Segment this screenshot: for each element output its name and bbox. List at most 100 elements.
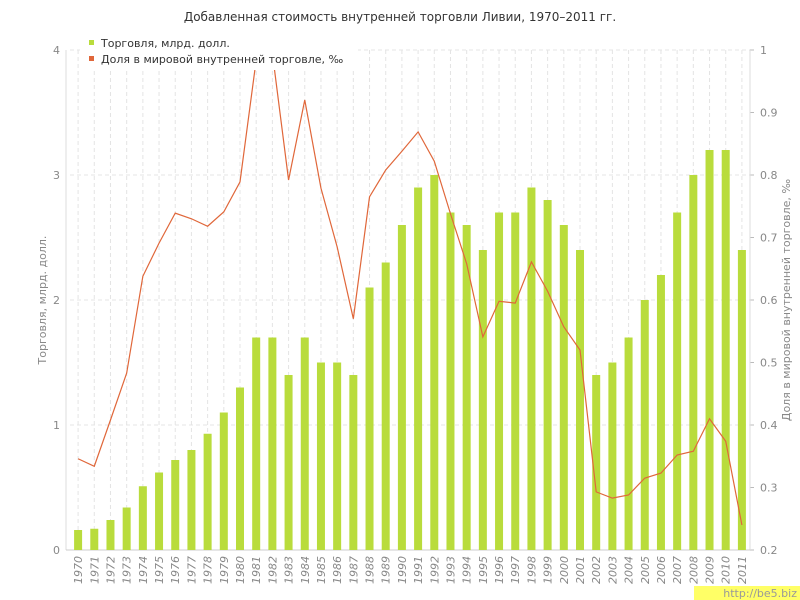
x-tick-label: 2008: [687, 556, 700, 584]
bar: [171, 460, 180, 550]
x-tick-label: 1996: [493, 556, 506, 584]
x-tick-label: 1980: [234, 556, 247, 584]
bar: [478, 250, 487, 550]
x-tick-label: 1987: [347, 556, 360, 584]
bar: [689, 175, 698, 550]
bar: [268, 337, 277, 550]
bar: [252, 337, 261, 550]
x-tick-label: 2000: [558, 556, 571, 584]
y2-tick-label: 0.9: [760, 107, 778, 120]
bar: [624, 337, 633, 550]
bar: [737, 250, 746, 550]
x-tick-label: 1985: [315, 556, 328, 584]
legend-bg: [80, 32, 358, 70]
legend-swatch: [89, 56, 94, 61]
bar: [106, 520, 115, 550]
y2-tick-label: 0.6: [760, 294, 778, 307]
y2-tick-label: 0.7: [760, 232, 778, 245]
x-tick-label: 1972: [104, 556, 117, 584]
y2-tick-label: 0.4: [760, 419, 778, 432]
x-tick-label: 2004: [623, 556, 636, 584]
y2-axis-label: Доля в мировой внутренней торговле, ‰: [780, 179, 793, 422]
y-tick-label: 1: [53, 419, 60, 432]
bar: [365, 287, 374, 550]
x-tick-label: 1998: [525, 556, 538, 584]
bar: [430, 175, 439, 550]
y2-tick-label: 1: [760, 44, 767, 57]
bar: [446, 212, 455, 550]
x-tick-label: 1999: [542, 556, 555, 584]
bar: [673, 212, 682, 550]
y2-tick-label: 0.5: [760, 357, 778, 370]
x-tick-label: 2003: [606, 556, 619, 584]
bar: [592, 375, 601, 550]
x-tick-label: 1982: [266, 556, 279, 584]
x-tick-label: 1981: [250, 556, 263, 584]
bar: [381, 262, 390, 550]
bar: [721, 150, 730, 550]
bar: [316, 362, 325, 550]
y-tick-label: 0: [53, 544, 60, 557]
x-tick-label: 1974: [137, 556, 150, 584]
x-tick-label: 2001: [574, 556, 587, 584]
x-tick-label: 2011: [736, 556, 749, 584]
bar: [155, 472, 164, 550]
x-tick-label: 2006: [655, 556, 668, 584]
x-tick-label: 1976: [169, 556, 182, 584]
x-tick-label: 1979: [218, 556, 231, 584]
bar: [284, 375, 293, 550]
bar: [511, 212, 520, 550]
watermark-bg: [694, 586, 800, 600]
bar: [236, 387, 244, 550]
bar: [705, 150, 714, 550]
y2-tick-label: 0.8: [760, 169, 778, 182]
line: [77, 52, 743, 526]
legend-swatch: [89, 40, 94, 45]
bar: [608, 362, 617, 550]
x-tick-label: 1989: [380, 556, 393, 584]
bar: [495, 212, 504, 550]
bar: [397, 225, 406, 550]
x-tick-label: 1986: [331, 556, 344, 584]
x-tick-label: 1984: [299, 556, 312, 584]
x-tick-label: 1973: [121, 556, 134, 584]
x-tick-label: 1991: [412, 556, 425, 584]
bar: [90, 528, 99, 550]
bar: [300, 337, 309, 550]
x-tick-label: 2002: [590, 556, 603, 584]
x-tick-label: 2007: [671, 556, 684, 584]
y-tick-label: 4: [53, 44, 60, 57]
legend-label: Доля в мировой внутренней торговле, ‰: [101, 53, 344, 66]
bar: [74, 530, 83, 550]
bar: [543, 200, 552, 550]
bar: [462, 225, 471, 550]
x-tick-label: 1978: [202, 556, 215, 584]
x-tick-label: 1990: [396, 556, 409, 584]
y-axis-label: Торговля, млрд. долл.: [36, 236, 49, 366]
x-tick-label: 1993: [444, 556, 457, 584]
bar: [640, 300, 649, 550]
chart-title: Добавленная стоимость внутренней торговл…: [184, 10, 616, 24]
x-tick-label: 1992: [428, 556, 441, 584]
y2-tick-label: 0.2: [760, 544, 778, 557]
x-tick-label: 1995: [477, 556, 490, 584]
x-tick-label: 2009: [704, 556, 717, 584]
bar: [122, 507, 131, 550]
x-tick-label: 1970: [72, 556, 85, 584]
bar: [414, 187, 423, 550]
x-tick-label: 1988: [364, 556, 377, 584]
x-tick-label: 1977: [185, 556, 198, 584]
bar: [333, 362, 342, 550]
bar: [656, 275, 665, 550]
x-tick-label: 2005: [639, 556, 652, 584]
x-tick-label: 1997: [509, 556, 522, 584]
bar: [219, 412, 228, 550]
x-tick-label: 1983: [283, 556, 296, 584]
x-tick-label: 2010: [720, 556, 733, 584]
bar: [138, 486, 147, 550]
x-tick-label: 1975: [153, 556, 166, 584]
bar: [349, 375, 358, 550]
y-tick-label: 2: [53, 294, 60, 307]
bar: [187, 450, 196, 550]
